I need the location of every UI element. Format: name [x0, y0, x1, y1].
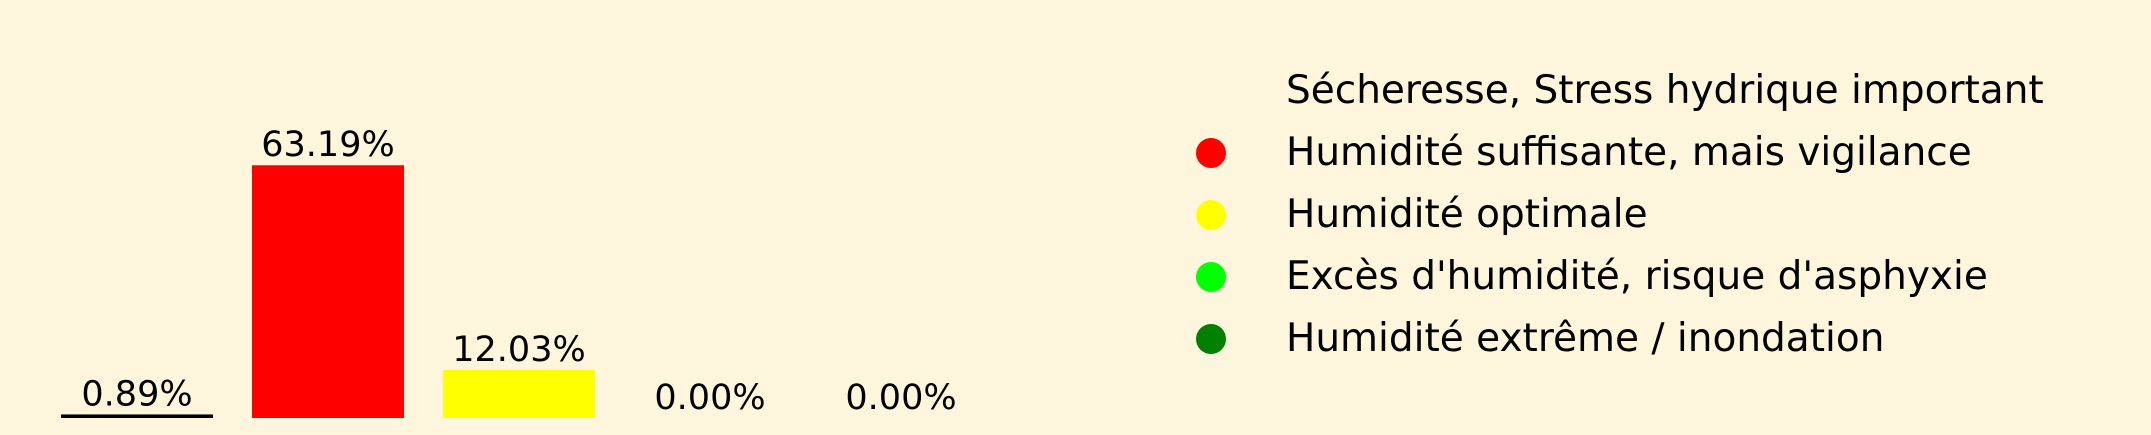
legend: Sécheresse, Stress hydrique important Hum…	[1196, 68, 2044, 361]
bar-humidite-optimale	[443, 369, 595, 418]
bars-layer	[61, 165, 595, 418]
value-label-humidite-optimale: 12.03%	[452, 330, 585, 370]
value-label-humidite-extreme-inondation: 0.00%	[845, 378, 956, 418]
legend-entry-humidite-extreme-inondation: Humidité extrême / inondation	[1196, 316, 1884, 361]
legend-entry-secheresse-stress-hydrique-important: Sécheresse, Stress hydrique important	[1286, 68, 2044, 113]
legend-entry-humidite-suffisante-mais-vigilance: Humidité suffisante, mais vigilance	[1196, 130, 1972, 175]
legend-entry-exces-d-humidite-risque-d-asphyxie: Excès d'humidité, risque d'asphyxie	[1196, 254, 1988, 299]
value-label-exces-d-humidite-risque-d-asphyxie: 0.00%	[654, 378, 765, 418]
legend-marker-humidite-extreme-inondation	[1196, 324, 1226, 354]
bar-humidite-suffisante-mais-vigilance	[252, 165, 404, 418]
value-labels-layer: 0.89% 63.19% 12.03% 0.00% 0.00%	[81, 125, 956, 418]
legend-label-exces-d-humidite-risque-d-asphyxie: Excès d'humidité, risque d'asphyxie	[1286, 254, 1988, 299]
legend-marker-humidite-optimale	[1196, 200, 1226, 230]
legend-marker-exces-d-humidite-risque-d-asphyxie	[1196, 262, 1226, 292]
legend-label-humidite-extreme-inondation: Humidité extrême / inondation	[1286, 316, 1884, 361]
bar-secheresse-stress-hydrique-important	[61, 414, 213, 418]
legend-label-secheresse-stress-hydrique-important: Sécheresse, Stress hydrique important	[1286, 68, 2044, 113]
value-label-humidite-suffisante-mais-vigilance: 63.19%	[261, 125, 394, 165]
legend-marker-humidite-suffisante-mais-vigilance	[1196, 138, 1226, 168]
legend-entry-humidite-optimale: Humidité optimale	[1196, 192, 1648, 237]
legend-label-humidite-optimale: Humidité optimale	[1286, 192, 1648, 237]
legend-label-humidite-suffisante-mais-vigilance: Humidité suffisante, mais vigilance	[1286, 130, 1972, 175]
value-label-secheresse-stress-hydrique-important: 0.89%	[81, 374, 192, 414]
